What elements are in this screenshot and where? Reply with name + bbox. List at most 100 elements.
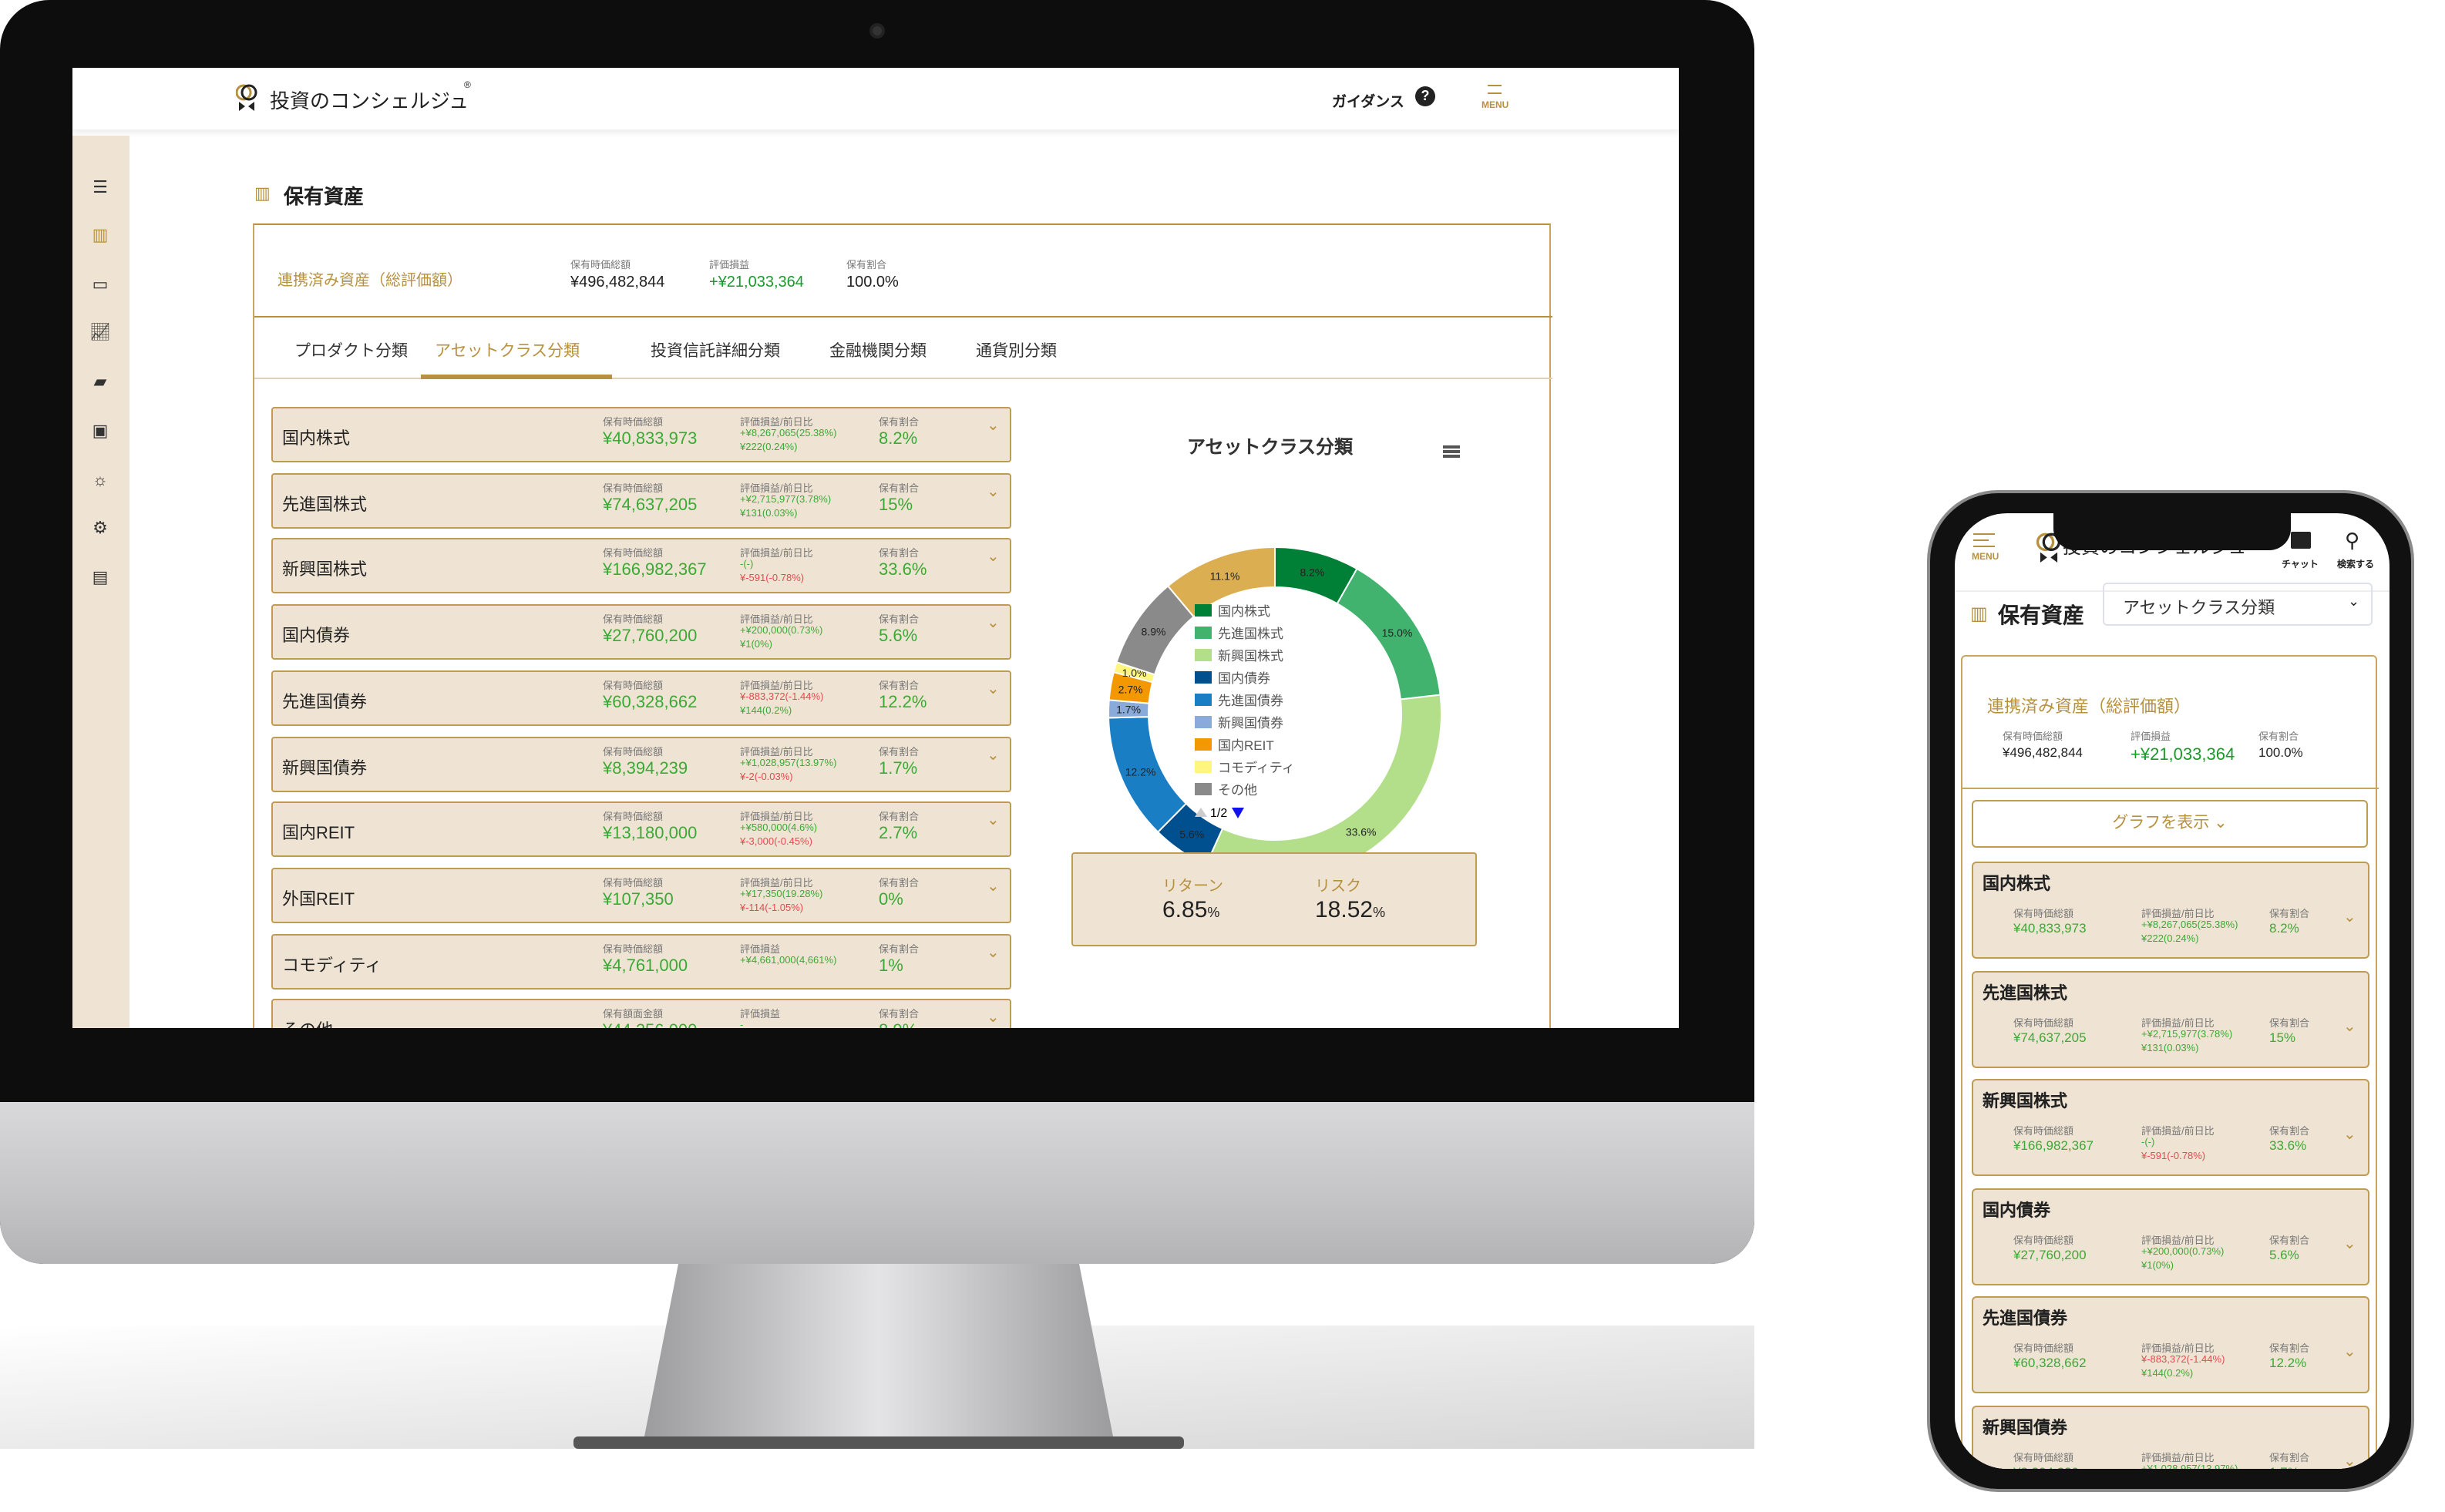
value-label: 保有時価総額	[603, 549, 663, 560]
asset-row[interactable]: 国内株式 保有時価総額 ¥40,833,973 評価損益/前日比 +¥8,267,065…	[271, 407, 1011, 462]
asset-row[interactable]: 先進国債券 保有時価総額 ¥60,328,662 評価損益/前日比 ¥-883,372(…	[1972, 1296, 2369, 1393]
legend-item[interactable]: 先進国株式	[1218, 627, 1283, 641]
chevron-down-icon[interactable]: ⌄	[987, 549, 1000, 566]
chevron-down-icon[interactable]: ⌄	[2343, 1127, 2356, 1144]
asset-row[interactable]: 先進国株式 保有時価総額 ¥74,637,205 評価損益/前日比 +¥2,715,97…	[1972, 970, 2369, 1067]
document-icon[interactable]: ▤	[92, 569, 109, 587]
asset-row[interactable]: コモディティ 保有時価総額 ¥4,761,000 評価損益 +¥4,661,000(4,…	[271, 933, 1011, 990]
share-value: 8.2%	[2269, 920, 2299, 936]
asset-row[interactable]: 新興国債券保有時価総額¥8,394,239評価損益/前日比+¥1,028,957…	[1972, 1405, 2369, 1469]
gain-label: 評価損益/前日比	[2141, 1127, 2215, 1137]
chevron-down-icon[interactable]: ⌄	[2343, 1344, 2356, 1361]
search-icon[interactable]: ⚲	[2345, 529, 2360, 552]
chevron-down-icon[interactable]: ⌄	[987, 1010, 1000, 1027]
classification-select[interactable]: アセットクラス分類 ⌄	[2103, 583, 2373, 626]
asset-name: 先進国債券	[1983, 1310, 2067, 1329]
legend-item[interactable]: コモディティ	[1218, 760, 1295, 775]
chevron-down-icon[interactable]: ⌄	[2343, 909, 2356, 926]
asset-row[interactable]: 先進国債券 保有時価総額 ¥60,328,662 評価損益/前日比 ¥-883,372(…	[271, 670, 1011, 726]
market-value: ¥40,833,973	[603, 430, 698, 449]
day-change: ¥-114(-1.05%)	[740, 902, 804, 914]
tab-3[interactable]: 金融機関分類	[829, 342, 927, 361]
gain-label: 評価損益/前日比	[740, 747, 813, 758]
asset-row[interactable]: 新興国株式 保有時価総額 ¥166,982,367 評価損益/前日比 -(-) ¥-591…	[1972, 1079, 2369, 1176]
hamburger-icon[interactable]: ☰	[92, 179, 108, 197]
gear-icon[interactable]: ⚙	[92, 519, 108, 538]
return-label: リターン	[1162, 879, 1223, 895]
card-icon[interactable]: ▭	[92, 276, 109, 294]
value-label: 保有時価総額	[603, 483, 663, 495]
chevron-down-icon[interactable]: ⌄	[2343, 1453, 2356, 1469]
market-value: ¥8,394,239	[2013, 1463, 2079, 1469]
chevron-down-icon[interactable]: ⌄	[2343, 1018, 2356, 1035]
asset-row[interactable]: 新興国株式 保有時価総額 ¥166,982,367 評価損益/前日比 -(-) ¥-591…	[271, 538, 1011, 594]
legend-next-icon[interactable]	[1232, 808, 1244, 818]
logo-text[interactable]: 投資のコンシェルジュ	[270, 89, 469, 113]
gain-value: -(-)	[740, 559, 754, 571]
chevron-down-icon[interactable]: ⌄	[987, 615, 1000, 633]
menu-label[interactable]: MENU	[1972, 553, 1999, 563]
legend-item[interactable]: 先進国債券	[1218, 694, 1283, 708]
menu-icon[interactable]	[1488, 85, 1502, 94]
menu-label[interactable]: MENU	[1481, 102, 1509, 111]
page-title-icon: ▥	[254, 185, 271, 203]
header: 投資のコンシェルジュ ® ガイダンス ? MENU	[72, 68, 1679, 129]
asset-row[interactable]: 先進国株式 保有時価総額 ¥74,637,205 評価損益/前日比 +¥2,715,97…	[271, 472, 1011, 529]
help-icon[interactable]: ?	[1415, 86, 1435, 106]
chevron-down-icon[interactable]: ⌄	[987, 944, 1000, 962]
legend-item[interactable]: その他	[1218, 783, 1257, 798]
chevron-down-icon[interactable]: ⌄	[987, 812, 1000, 830]
tab-1[interactable]: アセットクラス分類	[435, 342, 580, 361]
legend-item[interactable]: 国内債券	[1218, 671, 1270, 686]
chevron-down-icon[interactable]: ⌄	[987, 747, 1000, 764]
gain-value: +¥2,715,977(3.78%)	[740, 494, 832, 506]
chat-icon[interactable]: ▰	[93, 373, 107, 391]
guidance-link[interactable]: ガイダンス	[1332, 94, 1404, 111]
asset-row[interactable]: その他 保有額面金額 ¥44,256,000 評価損益- 保有割合 8.9% ⌄	[271, 999, 1011, 1028]
contact-icon[interactable]: ▣	[92, 422, 109, 441]
chevron-down-icon[interactable]: ⌄	[987, 680, 1000, 698]
chat-icon[interactable]	[2291, 532, 2311, 549]
asset-name: その他	[282, 1018, 333, 1028]
chevron-down-icon[interactable]: ⌄	[2343, 1235, 2356, 1252]
value-label: 保有時価総額	[603, 680, 663, 692]
asset-row[interactable]: 国内株式 保有時価総額 ¥40,833,973 評価損益/前日比 +¥8,267,065…	[1972, 862, 2369, 959]
day-change: ¥131(0.03%)	[740, 508, 798, 519]
asset-row[interactable]: 外国REIT 保有時価総額 ¥107,350 評価損益/前日比 +¥17,350(19.…	[271, 867, 1011, 923]
chevron-down-icon[interactable]: ⌄	[987, 418, 1000, 435]
share-value: 15%	[2269, 1029, 2296, 1044]
legend-item[interactable]: 国内REIT	[1218, 738, 1274, 753]
chart-icon[interactable]: ▥	[92, 227, 109, 245]
chevron-down-icon[interactable]: ⌄	[987, 878, 1000, 895]
slice-label: 1.7%	[1116, 704, 1141, 716]
asset-row[interactable]: 国内REIT 保有時価総額 ¥13,180,000 評価損益/前日比 +¥580,000…	[271, 801, 1011, 858]
asset-name: 国内債券	[1983, 1201, 2050, 1220]
show-graph-button[interactable]: グラフを表示 ⌄	[1972, 800, 2368, 848]
share-label: 保有割合	[879, 944, 919, 956]
line-chart-icon[interactable]: 📈︎	[89, 324, 111, 342]
search-label[interactable]: 検索する	[2337, 561, 2375, 570]
lightbulb-icon[interactable]: ☼	[92, 472, 109, 490]
legend-swatch	[1195, 671, 1212, 684]
chat-label[interactable]: チャット	[2282, 561, 2319, 570]
tab-0[interactable]: プロダクト分類	[294, 342, 408, 361]
legend-swatch	[1195, 694, 1212, 706]
value-label: 保有時価総額	[603, 747, 663, 758]
legend-prev-icon[interactable]	[1195, 808, 1207, 817]
chevron-down-icon[interactable]: ⌄	[987, 483, 1000, 501]
asset-name: 国内REIT	[282, 825, 355, 844]
asset-row[interactable]: 国内債券 保有時価総額 ¥27,760,200 評価損益/前日比 +¥200,000(0…	[271, 604, 1011, 660]
legend-item[interactable]: 新興国株式	[1218, 649, 1283, 664]
legend-item[interactable]: 国内株式	[1218, 604, 1270, 619]
legend-item[interactable]: 新興国債券	[1218, 716, 1283, 731]
asset-row[interactable]: 国内債券 保有時価総額 ¥27,760,200 評価損益/前日比 +¥200,000(0…	[1972, 1188, 2369, 1285]
camera	[869, 23, 885, 39]
tab-2[interactable]: 投資信託詳細分類	[651, 342, 780, 361]
chart-menu-icon[interactable]	[1443, 445, 1460, 458]
menu-icon[interactable]	[1973, 533, 1995, 547]
asset-name: 国内債券	[282, 627, 350, 647]
market-value: ¥40,833,973	[2013, 920, 2087, 936]
tab-4[interactable]: 通貨別分類	[976, 342, 1057, 361]
donut-slice[interactable]	[1166, 546, 1276, 618]
